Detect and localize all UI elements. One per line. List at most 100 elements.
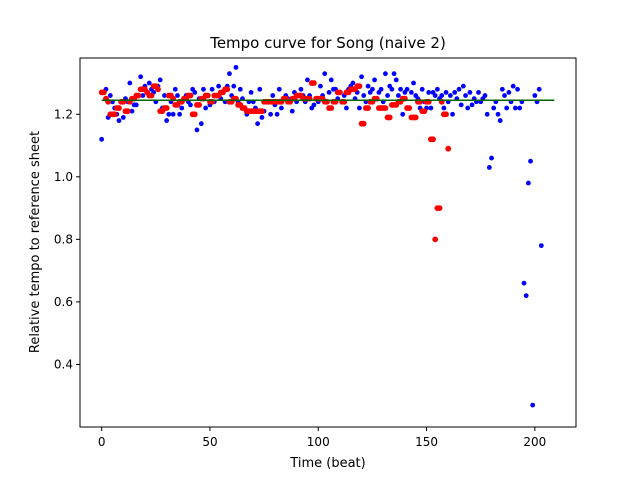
blue-data-point xyxy=(276,86,282,92)
red-data-point xyxy=(432,236,439,243)
blue-data-point xyxy=(127,80,133,86)
blue-data-point xyxy=(318,83,323,89)
blue-data-point xyxy=(452,90,458,95)
red-data-point xyxy=(187,92,194,99)
red-data-point xyxy=(196,102,203,108)
blue-data-point xyxy=(201,86,206,92)
blue-data-point xyxy=(450,111,455,117)
blue-data-point xyxy=(463,93,468,98)
red-data-point xyxy=(360,120,367,127)
red-data-point xyxy=(135,92,142,99)
red-data-point xyxy=(386,114,393,121)
blue-data-point xyxy=(400,111,406,117)
blue-data-point xyxy=(441,105,447,111)
blue-data-point xyxy=(328,77,334,83)
blue-data-point xyxy=(107,93,113,98)
red-data-point xyxy=(191,111,198,118)
blue-data-point xyxy=(460,83,466,89)
blue-data-point xyxy=(525,180,531,186)
red-data-point xyxy=(436,205,443,212)
red-data-point xyxy=(356,83,363,90)
blue-data-point xyxy=(350,80,356,86)
blue-data-point xyxy=(259,115,265,120)
blue-data-point xyxy=(120,115,126,120)
blue-data-point xyxy=(357,105,362,111)
red-data-point xyxy=(365,105,371,111)
y-tick-label: 0.4 xyxy=(54,357,73,371)
blue-data-point xyxy=(439,93,445,98)
blue-data-point xyxy=(395,93,401,98)
blue-data-point xyxy=(194,127,200,133)
blue-data-point xyxy=(512,105,518,111)
blue-data-point xyxy=(157,77,163,83)
plot-area xyxy=(79,57,577,428)
blue-data-point xyxy=(443,90,449,95)
red-data-point xyxy=(443,111,449,118)
blue-data-point xyxy=(391,71,397,77)
blue-data-point xyxy=(523,293,529,299)
blue-data-point xyxy=(506,90,512,95)
red-data-point xyxy=(155,86,161,93)
blue-data-point xyxy=(385,93,390,98)
axes-frame xyxy=(79,57,577,428)
blue-data-point xyxy=(467,90,473,95)
blue-data-point xyxy=(484,111,490,117)
blue-data-point xyxy=(227,71,232,77)
red-data-point xyxy=(328,105,335,111)
blue-data-point xyxy=(434,86,440,92)
blue-data-point xyxy=(504,105,510,111)
blue-data-point xyxy=(482,93,488,98)
red-data-point xyxy=(430,136,436,143)
blue-data-point xyxy=(370,86,375,92)
blue-data-point xyxy=(404,86,410,92)
blue-data-point xyxy=(311,102,317,108)
blue-data-point xyxy=(476,90,481,95)
blue-data-point xyxy=(248,90,254,95)
x-tick-label: 50 xyxy=(202,435,217,449)
y-tick-label: 0.6 xyxy=(54,295,73,309)
blue-data-point xyxy=(393,77,399,83)
blue-data-point xyxy=(138,74,144,80)
blue-data-point xyxy=(257,86,263,92)
blue-data-point xyxy=(497,118,503,123)
blue-data-point xyxy=(162,93,167,98)
blue-data-point xyxy=(489,155,494,161)
blue-data-point xyxy=(530,402,536,408)
blue-data-point xyxy=(322,71,328,77)
blue-data-point xyxy=(172,86,178,92)
blue-data-point xyxy=(274,111,280,117)
blue-data-point xyxy=(140,93,146,98)
blue-data-point xyxy=(166,111,172,117)
blue-data-point xyxy=(499,86,505,92)
blue-data-point xyxy=(426,90,432,95)
blue-data-point xyxy=(419,86,425,92)
blue-data-point xyxy=(536,86,542,92)
red-data-point xyxy=(382,105,389,111)
y-tick-label: 1.0 xyxy=(54,170,73,184)
red-data-point xyxy=(445,145,452,152)
blue-data-point xyxy=(502,93,507,98)
blue-data-point xyxy=(515,86,520,92)
red-data-point xyxy=(421,108,428,115)
blue-data-point xyxy=(532,93,538,98)
blue-data-point xyxy=(279,105,284,111)
blue-data-point xyxy=(456,86,462,92)
x-tick-label: 200 xyxy=(523,435,546,449)
blue-data-point xyxy=(255,121,261,127)
blue-data-point xyxy=(129,108,135,114)
blue-data-point xyxy=(298,86,304,92)
blue-data-point xyxy=(465,105,471,111)
blue-data-point xyxy=(378,86,384,92)
ticks: 0 50 100 150 200 0.4 0.6 0.8 1.0 1.2 xyxy=(54,107,546,449)
blue-data-point xyxy=(361,93,367,98)
blue-data-point xyxy=(188,102,193,108)
y-tick-label: 0.8 xyxy=(54,232,73,246)
red-data-point xyxy=(148,92,155,99)
blue-data-point xyxy=(326,90,332,95)
blue-data-point xyxy=(408,90,414,95)
blue-data-point xyxy=(495,111,501,117)
blue-data-point xyxy=(491,105,497,111)
blue-data-point xyxy=(179,105,185,111)
